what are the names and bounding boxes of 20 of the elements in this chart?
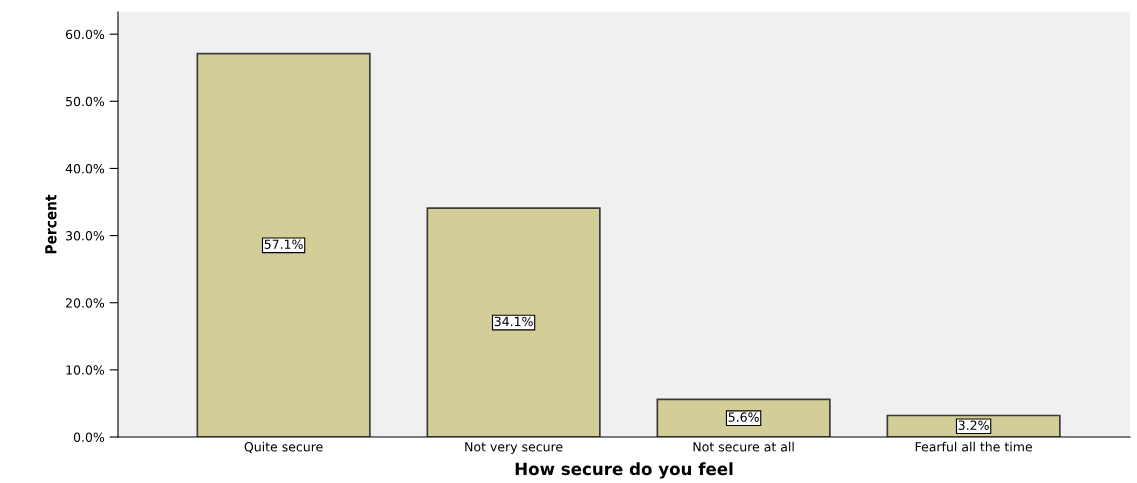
data-label: 5.6%	[728, 412, 759, 422]
bar	[426, 207, 601, 437]
x-tick-label: Not very secure	[465, 442, 563, 454]
y-tick-label: 10.0%	[66, 365, 105, 375]
y-axis-title: Percent	[45, 194, 57, 254]
y-tick-label: 50.0%	[66, 96, 105, 107]
y-tick-label: 0.0%	[73, 432, 105, 442]
x-tick-label: Fearful all the time	[915, 441, 1032, 452]
x-tick-label: Not secure at all	[693, 441, 794, 452]
data-label: 57.1%	[264, 239, 303, 249]
data-label: 3.2%	[958, 420, 989, 430]
y-tick-label: 40.0%	[65, 163, 105, 174]
y-tick-label: 30.0%	[66, 231, 105, 241]
y-tick-label: 60.0%	[65, 29, 105, 40]
bar	[656, 398, 831, 437]
x-axis-title: How secure do you feel	[515, 462, 733, 479]
bar	[196, 52, 371, 437]
y-tick-label: 20.0%	[66, 298, 105, 308]
data-label: 34.1%	[494, 316, 533, 327]
x-tick-label: Quite secure	[244, 441, 323, 453]
